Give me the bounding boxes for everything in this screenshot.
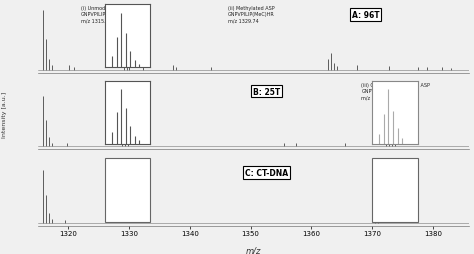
Text: (ii) Methylated ASP
GNPVPILIP(MeC)HR
m/z 1329.74: (ii) Methylated ASP GNPVPILIP(MeC)HR m/z… [228,6,274,23]
Text: Intensity [a.u.]: Intensity [a.u.] [2,91,8,137]
Bar [372,159,418,223]
Text: B: 25T: B: 25T [253,87,280,96]
Text: (i) Unmodified ASP
GNPVPILIPCHR
m/z 1315.73: (i) Unmodified ASP GNPVPILIPCHR m/z 1315… [81,6,127,23]
Text: (iii) Carboxymethylated ASP
GNPVPILIP(CM-C)HR
m/z 1373.73: (iii) Carboxymethylated ASP GNPVPILIP(CM… [361,83,430,100]
Text: C: CT-DNA: C: CT-DNA [245,168,288,178]
Text: m/z: m/z [246,246,261,254]
Bar [105,159,150,223]
Text: A: 96T: A: 96T [352,11,380,20]
